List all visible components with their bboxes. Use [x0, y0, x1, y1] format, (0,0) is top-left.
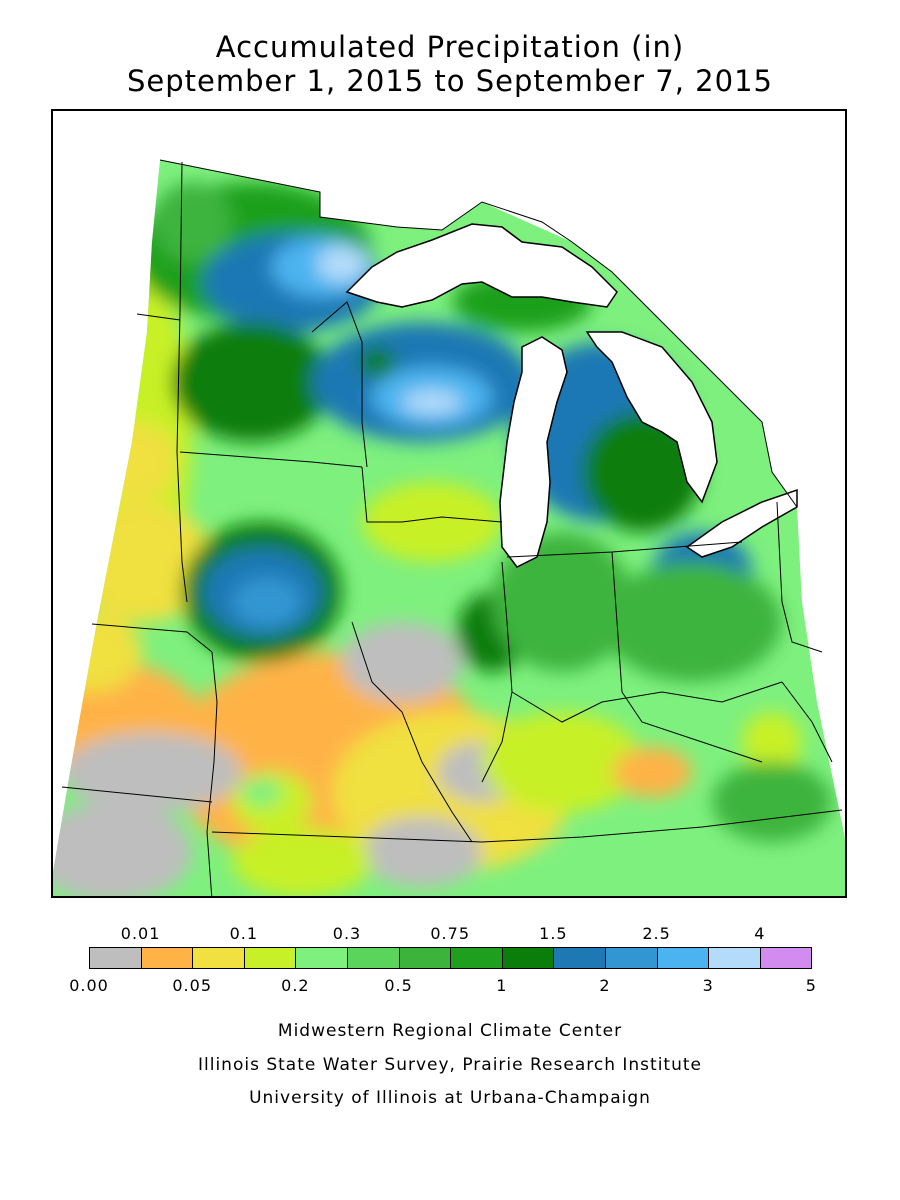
- lake-huron: [585, 331, 718, 504]
- legend-top-label: 0.75: [430, 924, 470, 943]
- legend-swatch: [89, 947, 142, 969]
- precipitation-map: [51, 109, 847, 898]
- state-boundaries: [61, 159, 843, 896]
- credit-line-2: Illinois State Water Survey, Prairie Res…: [198, 1055, 702, 1075]
- lake-michigan: [499, 336, 568, 568]
- legend-swatch: [398, 947, 452, 969]
- map-date-range: September 1, 2015 to September 7, 2015: [127, 64, 773, 98]
- legend-swatch: [347, 947, 400, 969]
- legend-swatch: [759, 947, 813, 969]
- credit-line-3: University of Illinois at Urbana-Champai…: [249, 1088, 651, 1108]
- legend-swatch: [140, 947, 194, 969]
- legend-swatch: [656, 947, 710, 969]
- legend-bottom-label: 5: [805, 976, 817, 995]
- map-canvas: [53, 111, 845, 896]
- legend-swatch: [192, 947, 245, 969]
- legend-top-label: 0.1: [229, 924, 259, 943]
- legend-top-label: 0.3: [332, 924, 362, 943]
- legend-swatch: [605, 947, 658, 969]
- legend-swatch: [501, 947, 555, 969]
- great-lakes: [160, 111, 845, 568]
- legend-bottom-label: 0.05: [172, 976, 212, 995]
- legend-top-label: 1.5: [539, 924, 568, 943]
- legend-swatch: [553, 947, 606, 969]
- legend-color-bar: [89, 947, 813, 971]
- legend-top-label: 4: [754, 924, 766, 943]
- legend-swatch: [295, 947, 348, 969]
- credit-line-1: Midwestern Regional Climate Center: [277, 1021, 623, 1041]
- canada-north: [160, 111, 845, 482]
- legend-bottom-label: 2: [599, 976, 611, 995]
- legend-bottom-label: 0.00: [69, 976, 109, 995]
- legend-swatch: [708, 947, 761, 969]
- legend-top-label: 0.01: [120, 924, 161, 943]
- legend-top-label: 2.5: [642, 924, 671, 943]
- legend-bottom-label: 0.2: [281, 976, 310, 995]
- legend-bottom-label: 1: [496, 976, 508, 995]
- lake-superior: [345, 223, 618, 308]
- legend-swatch: [450, 947, 503, 969]
- map-title: Accumulated Precipitation (in): [215, 30, 685, 64]
- legend-bottom-label: 0.5: [384, 976, 413, 995]
- legend-bottom-label: 3: [702, 976, 714, 995]
- legend-swatch: [243, 947, 297, 969]
